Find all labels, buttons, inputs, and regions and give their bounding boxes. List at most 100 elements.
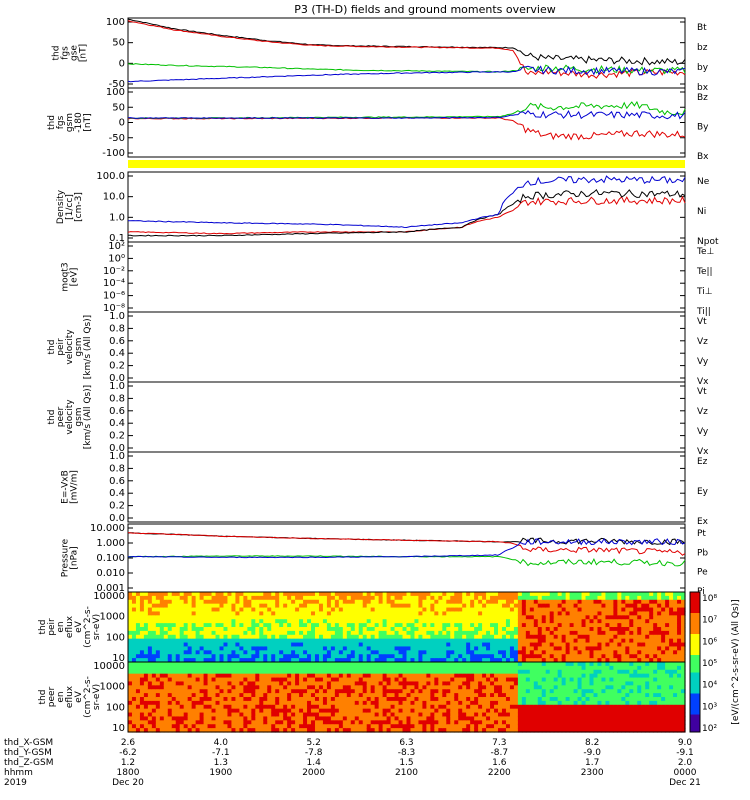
- heatmap-cell: [255, 712, 260, 718]
- heatmap-cell: [593, 638, 599, 644]
- heatmap-cell: [521, 634, 527, 640]
- heatmap-cell: [295, 665, 300, 671]
- heatmap-cell: [354, 669, 360, 675]
- heatmap-cell: [354, 681, 360, 686]
- heatmap-cell: [629, 611, 634, 616]
- heatmap-cell: [581, 658, 587, 663]
- heatmap-cell: [537, 603, 543, 609]
- heatmap-cell: [131, 689, 137, 694]
- heatmap-cell: [295, 642, 300, 648]
- heatmap-cell: [398, 673, 404, 679]
- heatmap-cell: [128, 662, 133, 667]
- heatmap-cell: [470, 704, 475, 710]
- heatmap-cell: [279, 607, 284, 613]
- heatmap-cell: [625, 650, 630, 655]
- heatmap-cell: [454, 623, 459, 628]
- heatmap-cell: [513, 689, 519, 694]
- heatmap-cell: [175, 720, 181, 725]
- heatmap-cell: [573, 728, 579, 733]
- heatmap-cell: [354, 595, 360, 601]
- heatmap-cell: [314, 592, 320, 597]
- heatmap-cell: [207, 654, 213, 659]
- heatmap-cell: [486, 654, 491, 659]
- heatmap-cell: [227, 704, 233, 710]
- heatmap-cell: [613, 693, 618, 698]
- heatmap-cell: [322, 634, 328, 640]
- heatmap-cell: [211, 724, 217, 729]
- heatmap-cell: [374, 700, 380, 706]
- heatmap-cell: [390, 599, 396, 605]
- heatmap-cell: [537, 615, 543, 620]
- heatmap-cell: [565, 689, 571, 694]
- heatmap-cell: [318, 607, 324, 613]
- heatmap-cell: [410, 630, 416, 636]
- heatmap-cell: [418, 592, 424, 597]
- heatmap-cell: [434, 728, 439, 733]
- heatmap-cell: [601, 712, 607, 718]
- heatmap-cell: [299, 658, 304, 663]
- heatmap-cell: [569, 720, 575, 725]
- heatmap-cell: [577, 603, 583, 609]
- heatmap-cell: [135, 642, 141, 648]
- heatmap-cell: [569, 662, 575, 667]
- heatmap-cell: [358, 650, 364, 655]
- heatmap-cell: [442, 704, 447, 710]
- heatmap-cell: [203, 704, 209, 710]
- heatmap-cell: [478, 630, 483, 636]
- heatmap-cell: [231, 728, 237, 733]
- heatmap-cell: [494, 646, 499, 651]
- heatmap-cell: [358, 634, 364, 640]
- heatmap-cell: [490, 704, 495, 710]
- heatmap-cell: [557, 603, 563, 609]
- heatmap-cell: [235, 673, 240, 679]
- heatmap-cell: [525, 724, 531, 729]
- heatmap-cell: [187, 685, 193, 690]
- heatmap-cell: [537, 681, 543, 686]
- heatmap-cell: [311, 677, 316, 683]
- heatmap-cell: [334, 607, 340, 613]
- heatmap-cell: [665, 595, 670, 601]
- heatmap-cell: [414, 685, 420, 690]
- heatmap-cell: [450, 658, 455, 663]
- heatmap-cell: [219, 615, 225, 620]
- heatmap-cell: [263, 665, 268, 671]
- panel-temperature: moqt3 [eV]10²10⁰10⁻²10⁻⁴10⁻⁶10⁻⁸Te⊥Te||Ti…: [61, 241, 715, 317]
- heatmap-cell: [513, 654, 519, 659]
- heatmap-cell: [537, 654, 543, 659]
- heatmap-cell: [251, 623, 256, 628]
- heatmap-cell: [251, 638, 256, 644]
- heatmap-cell: [478, 603, 483, 609]
- heatmap-cell: [434, 634, 439, 640]
- heatmap-cell: [366, 669, 372, 675]
- heatmap-cell: [318, 708, 324, 714]
- heatmap-cell: [287, 681, 292, 686]
- heatmap-cell: [179, 642, 185, 648]
- heatmap-cell: [498, 708, 503, 714]
- heatmap-cell: [291, 724, 296, 729]
- heatmap-cell: [390, 720, 396, 725]
- heatmap-cell: [533, 615, 539, 620]
- heatmap-cell: [223, 728, 229, 733]
- heatmap-cell: [251, 642, 256, 648]
- heatmap-cell: [283, 607, 288, 613]
- heatmap-cell: [271, 658, 276, 663]
- heatmap-cell: [581, 700, 587, 706]
- heatmap-cell: [490, 611, 495, 616]
- heatmap-cell: [203, 650, 209, 655]
- heatmap-cell: [279, 650, 284, 655]
- heatmap-cell: [147, 693, 153, 698]
- heatmap-cell: [199, 665, 205, 671]
- heatmap-cell: [649, 627, 654, 632]
- heatmap-cell: [283, 654, 288, 659]
- heatmap-cell: [350, 712, 356, 718]
- heatmap-cell: [470, 708, 475, 714]
- heatmap-cell: [390, 665, 396, 671]
- heatmap-cell: [585, 665, 591, 671]
- heatmap-cell: [187, 607, 193, 613]
- heatmap-cell: [187, 646, 193, 651]
- heatmap-cell: [227, 673, 233, 679]
- heatmap-cell: [131, 704, 137, 710]
- heatmap-cell: [215, 700, 221, 706]
- heatmap-cell: [171, 634, 177, 640]
- heatmap-cell: [147, 665, 153, 671]
